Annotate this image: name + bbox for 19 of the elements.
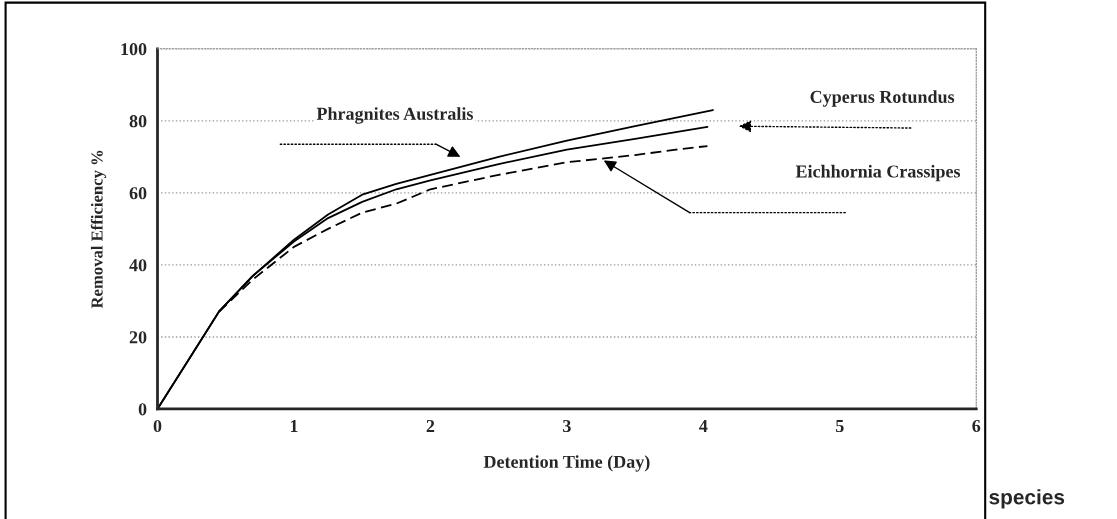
text: species <box>989 489 1065 509</box>
y-tick-label: 60 <box>129 187 147 200</box>
y-axis-title: Removal Efficiency % <box>90 150 107 309</box>
annotation: Eichhornia Crassipes <box>795 164 961 182</box>
x-tick-label: 1 <box>290 420 298 432</box>
y-tick-label: 20 <box>129 331 147 344</box>
y-tick-label: 40 <box>129 259 147 272</box>
x-tick-label: 0 <box>153 419 162 433</box>
x-axis-title: Detention Time (Day) <box>483 455 650 472</box>
y-tick-label: 0 <box>138 403 147 416</box>
x-tick-label: 3 <box>563 419 571 433</box>
x-tick-label: 6 <box>972 419 981 433</box>
y-tick-label: 100 <box>121 43 147 56</box>
annotation: Cyperus Rotundus <box>810 90 955 107</box>
x-tick-label: 5 <box>836 420 844 433</box>
annotation: Phragnites Australis <box>316 107 473 124</box>
x-tick-label: 4 <box>699 420 708 432</box>
x-tick-label: 2 <box>426 419 435 432</box>
y-tick-label: 80 <box>129 115 147 128</box>
